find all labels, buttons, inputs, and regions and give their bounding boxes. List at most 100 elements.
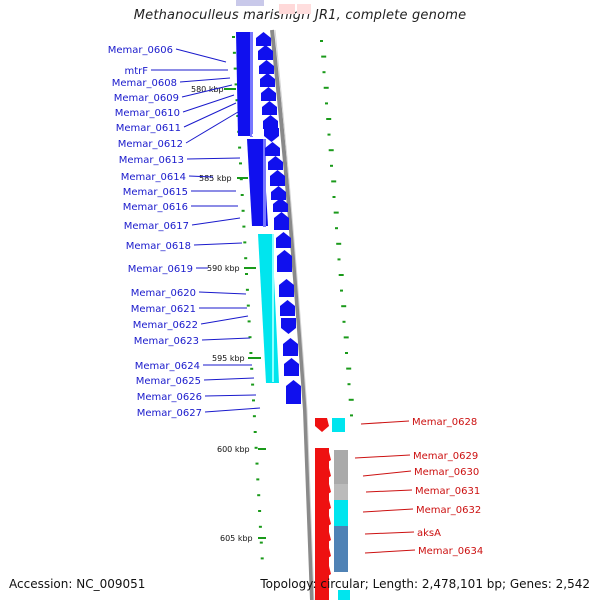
gene-leader-line	[193, 242, 243, 246]
gene-label-right: Memar_0629	[413, 451, 478, 462]
gene-leader-line	[204, 407, 261, 413]
gene-arrow-blue	[271, 186, 286, 200]
scale-tick	[258, 510, 262, 512]
gene-arrow-blue	[284, 358, 299, 376]
scale-tick	[232, 36, 235, 38]
scale-tick	[338, 274, 344, 276]
scale-tick	[325, 102, 328, 105]
scale-tick	[350, 414, 353, 417]
gene-label-left: Memar_0627	[137, 408, 202, 419]
gene-arrow-blue	[276, 232, 291, 248]
gene-arrow-red	[315, 516, 331, 530]
gene-arrow-red	[315, 484, 331, 498]
scale-tick	[256, 478, 260, 481]
scale-tick	[340, 289, 343, 292]
gene-arrow-blue	[268, 156, 283, 170]
scale-tick	[245, 273, 248, 275]
gene-leader-line	[191, 217, 241, 226]
gene-leader-line	[198, 291, 247, 295]
gene-label-left: Memar_0626	[137, 392, 202, 403]
gene-arrow-blue	[258, 45, 273, 60]
gene-arrow-blue	[264, 128, 279, 142]
gene-arrow-blue	[274, 212, 289, 230]
scale-tick	[240, 194, 244, 196]
gene-leader-line	[183, 102, 237, 128]
scale-tick	[347, 383, 351, 386]
gene-leader-line	[362, 470, 412, 477]
feature-track	[236, 0, 350, 600]
gene-label-left: Memar_0613	[119, 155, 184, 166]
scale-tick	[341, 305, 347, 308]
gene-arrow-blue	[262, 101, 277, 115]
gene-label-right: Memar_0632	[416, 505, 481, 516]
scale-tick	[233, 67, 237, 70]
scale-tick	[320, 40, 323, 42]
gene-block-blue	[247, 139, 268, 226]
gene-label-right: Memar_0631	[415, 486, 480, 497]
gene-label-left: Memar_0619	[128, 264, 193, 275]
scale-tick	[323, 86, 329, 89]
gene-arrow-blue	[279, 279, 294, 297]
scale-tick	[336, 242, 342, 245]
gene-leader-line	[365, 489, 413, 493]
scale-tick	[333, 211, 339, 214]
scale-tick	[348, 398, 354, 401]
backbone-line	[270, 29, 314, 600]
scale-tick	[253, 431, 257, 433]
scale-tick	[243, 241, 247, 244]
gene-leader-line	[201, 337, 251, 341]
gene-arrow-blue	[277, 250, 292, 272]
scale-tick	[346, 367, 352, 370]
scale-tick	[252, 399, 255, 402]
scale-tick	[254, 446, 258, 449]
gene-arrow-blue	[265, 142, 280, 156]
scale-tick	[345, 352, 348, 354]
gene-label-left: Memar_0624	[135, 361, 200, 372]
gene-arrow-blue	[263, 115, 278, 129]
gene-block-blue	[236, 32, 251, 136]
gene-label-left: Memar_0616	[123, 202, 188, 213]
gene-leader-line	[186, 157, 241, 160]
gene-label-left: Memar_0610	[115, 108, 180, 119]
gene-leader-line	[364, 549, 416, 554]
scale-tick	[247, 320, 251, 323]
gene-label-left: Memar_0617	[124, 221, 189, 232]
gene-block-edge	[272, 234, 274, 382]
scale-tick	[335, 227, 338, 230]
gene-label-left: mtrF	[124, 66, 148, 77]
scale-tick	[246, 304, 250, 307]
gene-arrow-red	[315, 452, 331, 466]
gene-label-left: Memar_0609	[114, 93, 179, 104]
scale-label: 585 kbp	[199, 174, 232, 183]
gene-arrow-blue	[280, 300, 295, 316]
gene-leader-line	[179, 77, 231, 83]
top-remnant-red	[297, 4, 311, 14]
scale-tick	[255, 462, 259, 465]
gene-arrow-blue	[259, 60, 274, 74]
scale-tick	[234, 83, 238, 86]
scale-tick	[244, 257, 248, 260]
gene-block-grey	[334, 484, 348, 500]
gene-leader-line	[362, 508, 414, 513]
scale-tick	[245, 288, 249, 291]
scale-label: 600 kbp	[217, 445, 250, 454]
scale-tick	[326, 118, 332, 120]
gene-leader-line	[200, 315, 249, 325]
gene-leader-line	[203, 377, 255, 381]
gene-leader-line	[204, 394, 257, 397]
gene-arrow-blue	[261, 87, 276, 101]
gene-arrow-blue	[273, 198, 288, 212]
map-title: Methanoculleus marisnigri JR1, complete …	[133, 8, 467, 23]
scale-tick	[251, 383, 255, 386]
top-remnant-block	[236, 0, 264, 6]
gene-block-cyan	[338, 590, 350, 600]
gene-block-cyan	[258, 234, 279, 383]
scale-tick	[235, 99, 239, 102]
scale-tick	[232, 51, 236, 54]
scale-tick	[239, 178, 243, 181]
gene-leader-line	[182, 94, 235, 113]
gene-arrow-blue	[281, 318, 296, 334]
gene-arrow-blue	[270, 170, 285, 186]
gene-label-left: Memar_0621	[131, 304, 196, 315]
scale-tick	[331, 180, 337, 183]
